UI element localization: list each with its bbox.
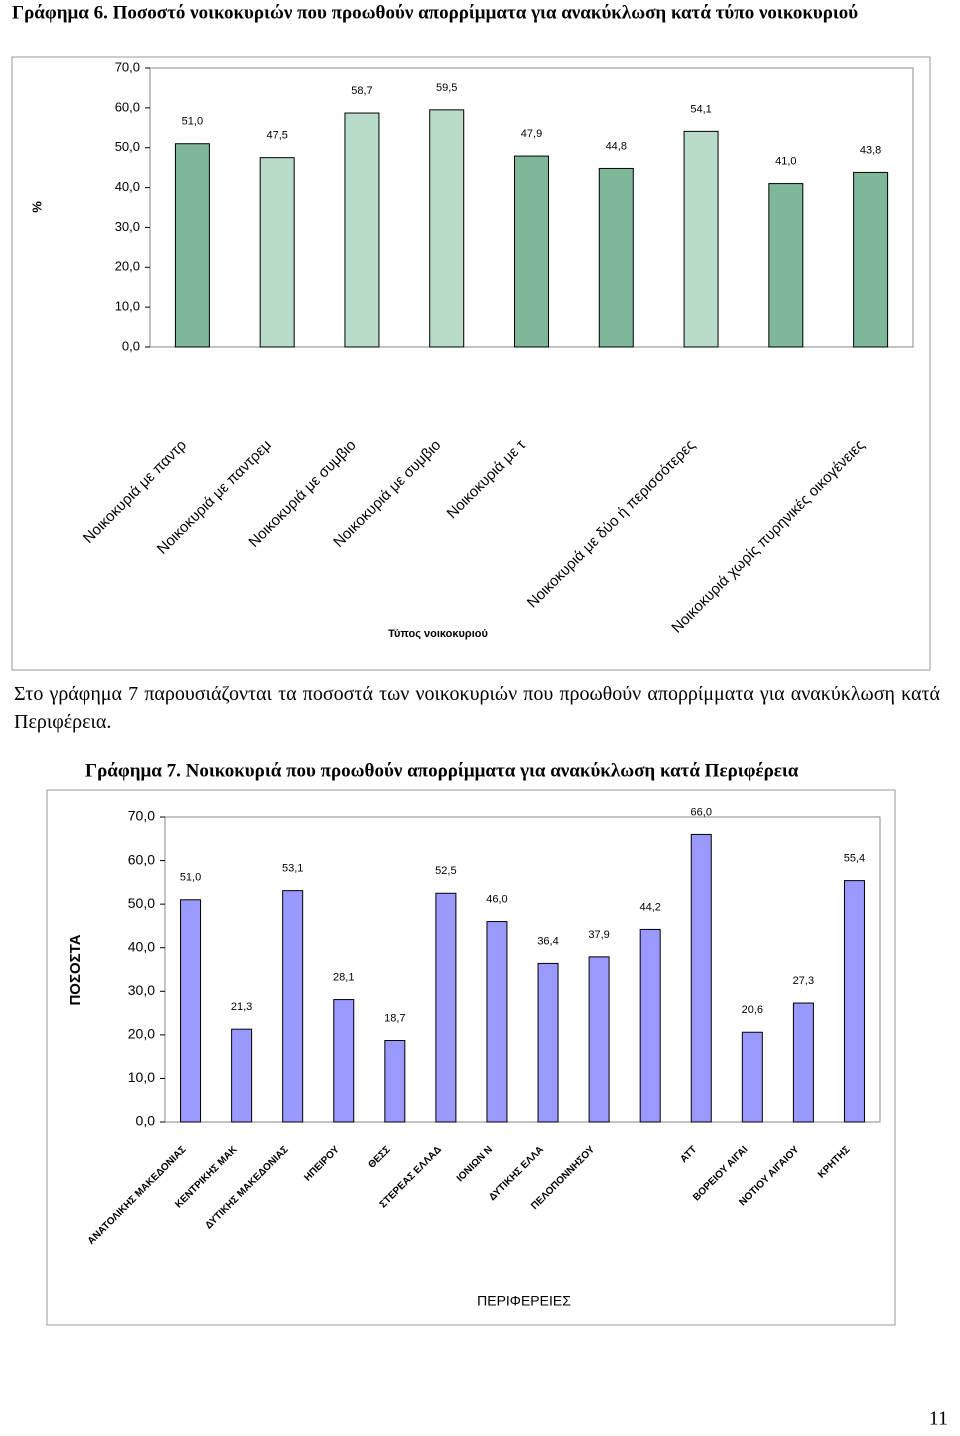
x-tick-label: Νοικοκυριά με δύο ή περισσότερες (524, 437, 699, 612)
bar (768, 183, 804, 348)
y-tick-label: 60,0 (115, 99, 140, 114)
bar (333, 999, 355, 1123)
bar (598, 167, 634, 348)
x-tick-label: ΑΤΤ (678, 1144, 699, 1165)
value-label: 44,8 (606, 140, 627, 152)
chart-title: Γράφημα 6. Ποσοστό νοικοκυριών που προωθ… (12, 2, 858, 23)
value-label: 43,8 (860, 144, 881, 156)
value-label: 47,5 (266, 130, 287, 142)
y-tick-label: 70,0 (115, 59, 140, 74)
bar (639, 928, 661, 1123)
value-label: 37,9 (588, 929, 609, 941)
page-number: 11 (929, 1408, 948, 1430)
bar (429, 109, 465, 348)
y-tick-label: 10,0 (128, 1069, 155, 1085)
x-tick-label: ΚΡΗΤΗΣ (816, 1144, 852, 1180)
chart-title: Γράφημα 7. Νοικοκυριά που προωθούν απορρ… (85, 760, 799, 781)
value-label: 52,5 (435, 865, 456, 877)
plot-area (164, 816, 881, 1123)
y-axis-label: ΠΟΣΟΣΤΑ (67, 934, 84, 1005)
x-tick-label: ΔΥΤΙΚΗΣ ΕΛΛΑ (487, 1144, 546, 1203)
value-label: 20,6 (742, 1004, 763, 1016)
value-label: 47,9 (521, 128, 542, 140)
value-label: 21,3 (231, 1001, 252, 1013)
value-label: 66,0 (691, 806, 712, 818)
bar (174, 143, 210, 348)
x-tick-label: Νοικοκυριά χωρίς πυρηνικές οικογένειες (668, 437, 868, 637)
bar (537, 962, 559, 1123)
y-tick-label: 40,0 (128, 938, 155, 954)
value-label: 53,1 (282, 863, 303, 875)
y-axis-label: % (29, 201, 44, 213)
bar (588, 956, 610, 1123)
y-tick-label: 30,0 (128, 982, 155, 998)
y-tick-label: 10,0 (115, 299, 140, 314)
bar (259, 157, 295, 348)
value-label: 54,1 (690, 103, 711, 115)
x-tick-label: ΘΕΣΣ (366, 1144, 392, 1170)
value-label: 51,0 (180, 872, 201, 884)
y-tick-label: 50,0 (115, 139, 140, 154)
value-label: 18,7 (384, 1012, 405, 1024)
x-axis-label: ΠΕΡΙΦΕΡΕΙΕΣ (477, 1293, 571, 1309)
x-tick-label: ΙΟΝΙΩΝ Ν (455, 1144, 495, 1184)
x-tick-label: ΒΟΡΕΙΟΥ ΑΙΓΑΙ (691, 1144, 750, 1203)
y-tick-label: 70,0 (128, 808, 155, 824)
value-label: 58,7 (351, 85, 372, 97)
bar (384, 1040, 406, 1123)
x-tick-label: ΑΝΑΤΟΛΙΚΗΣ ΜΑΚΕΔΟΝΙΑΣ (86, 1144, 189, 1247)
value-label: 55,4 (844, 853, 865, 865)
bar (690, 833, 712, 1123)
bar (344, 112, 380, 348)
value-label: 44,2 (639, 901, 660, 913)
bar (853, 171, 889, 348)
bar (435, 892, 457, 1123)
bar (282, 890, 304, 1123)
value-label: 41,0 (775, 155, 796, 167)
bar (231, 1028, 253, 1123)
chart-frame (46, 789, 896, 1326)
value-label: 46,0 (486, 893, 507, 905)
y-tick-label: 30,0 (115, 219, 140, 234)
value-label: 59,5 (436, 82, 457, 94)
value-label: 28,1 (333, 971, 354, 983)
x-tick-label: ΗΠΕΙΡΟΥ (302, 1144, 342, 1184)
x-axis-label: Τύπος νοικοκυριού (388, 628, 488, 640)
bar (741, 1031, 763, 1123)
chart-frame (11, 56, 931, 671)
y-tick-label: 0,0 (136, 1113, 156, 1129)
value-label: 27,3 (793, 975, 814, 987)
bar (486, 921, 508, 1123)
y-tick-label: 20,0 (115, 259, 140, 274)
y-tick-label: 0,0 (122, 338, 140, 353)
bar (180, 899, 202, 1123)
bar (514, 155, 549, 348)
paragraph: Στο γράφημα 7 παρουσιάζονται τα ποσοστά … (14, 683, 940, 733)
value-label: 51,0 (182, 116, 203, 128)
bar (792, 1002, 814, 1123)
x-tick-label: ΔΥΤΙΚΗΣ ΜΑΚΕΔΟΝΙΑΣ (203, 1144, 290, 1231)
value-label: 36,4 (537, 935, 558, 947)
bar (843, 880, 865, 1123)
x-tick-label: Νοικοκυριά με τ (444, 437, 530, 523)
y-tick-label: 40,0 (115, 179, 140, 194)
y-tick-label: 60,0 (128, 851, 155, 867)
y-tick-label: 50,0 (128, 895, 155, 911)
bar (683, 130, 719, 348)
y-tick-label: 20,0 (128, 1026, 155, 1042)
